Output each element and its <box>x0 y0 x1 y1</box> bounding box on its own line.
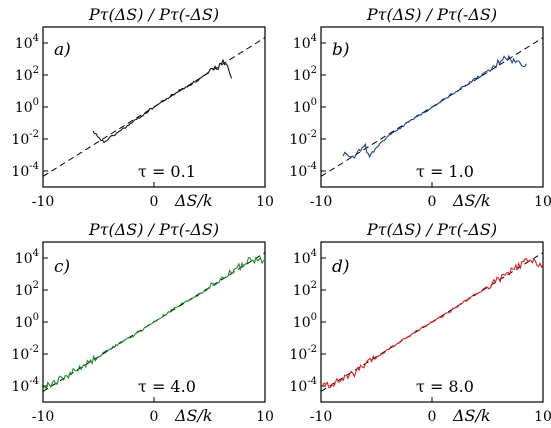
panel-b: Pτ(ΔS) / Pτ(-ΔS) b) τ = 1.0 ΔS/k 104 102 1… <box>289 5 551 210</box>
y-tick-label: 100 <box>293 97 317 116</box>
x-tick-label: -10 <box>310 409 333 425</box>
y-tick-label: 104 <box>15 33 39 52</box>
panel-d: Pτ(ΔS) / Pτ(-ΔS) d) τ = 8.0 ΔS/k 104 102 1… <box>289 220 551 425</box>
x-axis-label: ΔS/k <box>452 191 491 210</box>
panel-title: Pτ(ΔS) / Pτ(-ΔS) <box>88 220 219 239</box>
data-series-line <box>92 58 233 144</box>
y-tick-label: 102 <box>293 280 317 299</box>
data-series-line <box>342 54 527 159</box>
y-tick-label: 10-2 <box>11 344 39 363</box>
y-tick-label: 10-2 <box>289 344 317 363</box>
data-series-line <box>43 256 265 390</box>
y-tick-label: 104 <box>293 248 317 267</box>
y-tick-label: 104 <box>293 33 317 52</box>
data-series-line <box>321 257 543 389</box>
y-tick-label: 100 <box>293 312 317 331</box>
x-tick-label: 10 <box>534 409 551 425</box>
y-tick-label: 102 <box>15 65 39 84</box>
x-tick-label: 10 <box>256 409 274 425</box>
y-tick-label: 104 <box>15 248 39 267</box>
x-tick-label: -10 <box>32 194 55 210</box>
y-tick-label: 10-4 <box>289 376 317 395</box>
y-tick-label: 102 <box>15 280 39 299</box>
x-tick-label: 0 <box>150 409 159 425</box>
panel-label: a) <box>54 40 71 60</box>
panel-label: d) <box>332 257 350 277</box>
x-tick-label: 10 <box>534 194 551 210</box>
x-axis-label: ΔS/k <box>174 191 213 210</box>
panel-a: Pτ(ΔS) / Pτ(-ΔS) a) τ = 0.1 ΔS/k 104 102 1… <box>11 5 273 210</box>
panel-label: c) <box>54 257 70 277</box>
y-tick-label: 10-2 <box>289 129 317 148</box>
tau-annotation: τ = 8.0 <box>416 377 474 396</box>
panel-title: Pτ(ΔS) / Pτ(-ΔS) <box>366 5 497 24</box>
y-tick-label: 10-4 <box>11 161 39 180</box>
x-axis-label: ΔS/k <box>452 406 491 425</box>
x-tick-label: 0 <box>428 194 437 210</box>
tau-annotation: τ = 0.1 <box>138 162 196 181</box>
y-tick-label: 102 <box>293 65 317 84</box>
y-tick-label: 100 <box>15 312 39 331</box>
tau-annotation: τ = 4.0 <box>138 377 196 396</box>
y-tick-label: 100 <box>15 97 39 116</box>
y-tick-label: 10-2 <box>11 129 39 148</box>
x-tick-label: -10 <box>310 194 333 210</box>
y-tick-label: 10-4 <box>11 376 39 395</box>
x-tick-label: 0 <box>428 409 437 425</box>
tau-annotation: τ = 1.0 <box>416 162 474 181</box>
x-axis-label: ΔS/k <box>174 406 213 425</box>
panel-label: b) <box>332 40 350 60</box>
panel-title: Pτ(ΔS) / Pτ(-ΔS) <box>366 220 497 239</box>
panel-c: Pτ(ΔS) / Pτ(-ΔS) c) τ = 4.0 ΔS/k 104 102 1… <box>11 220 273 425</box>
x-tick-label: -10 <box>32 409 55 425</box>
x-tick-label: 10 <box>256 194 274 210</box>
y-tick-label: 10-4 <box>289 161 317 180</box>
panel-title: Pτ(ΔS) / Pτ(-ΔS) <box>88 5 219 24</box>
x-tick-label: 0 <box>150 194 159 210</box>
